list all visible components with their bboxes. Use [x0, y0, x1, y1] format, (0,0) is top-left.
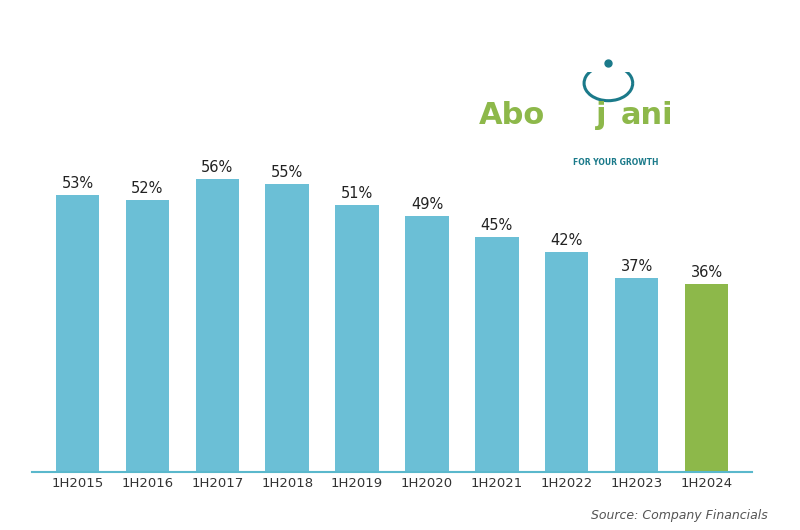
Text: j: j [596, 101, 607, 130]
Text: FOR YOUR GROWTH: FOR YOUR GROWTH [574, 158, 658, 167]
Bar [195, 179, 239, 472]
Bar [406, 216, 449, 472]
Bar [475, 237, 518, 472]
Bar [266, 184, 309, 472]
Bar [545, 252, 589, 472]
Text: 53%: 53% [62, 176, 94, 191]
Text: 52%: 52% [131, 181, 163, 196]
Text: Source: Company Financials: Source: Company Financials [591, 509, 768, 522]
Text: 51%: 51% [341, 186, 373, 201]
Bar [685, 284, 728, 472]
Text: ani: ani [621, 101, 673, 130]
Text: Absa Bank Kenya's Cost-to-Income Ratio: Absa Bank Kenya's Cost-to-Income Ratio [20, 31, 497, 51]
Bar [56, 195, 99, 472]
Bar [126, 200, 169, 472]
Text: 49%: 49% [411, 197, 443, 211]
Text: 37%: 37% [621, 259, 653, 275]
Bar [615, 278, 658, 472]
Text: 42%: 42% [550, 233, 583, 248]
Text: 56%: 56% [201, 160, 234, 175]
Text: 55%: 55% [271, 165, 303, 180]
Text: 36%: 36% [690, 264, 722, 279]
Text: 45%: 45% [481, 217, 513, 233]
Bar [335, 205, 378, 472]
Text: Abo: Abo [479, 101, 546, 130]
